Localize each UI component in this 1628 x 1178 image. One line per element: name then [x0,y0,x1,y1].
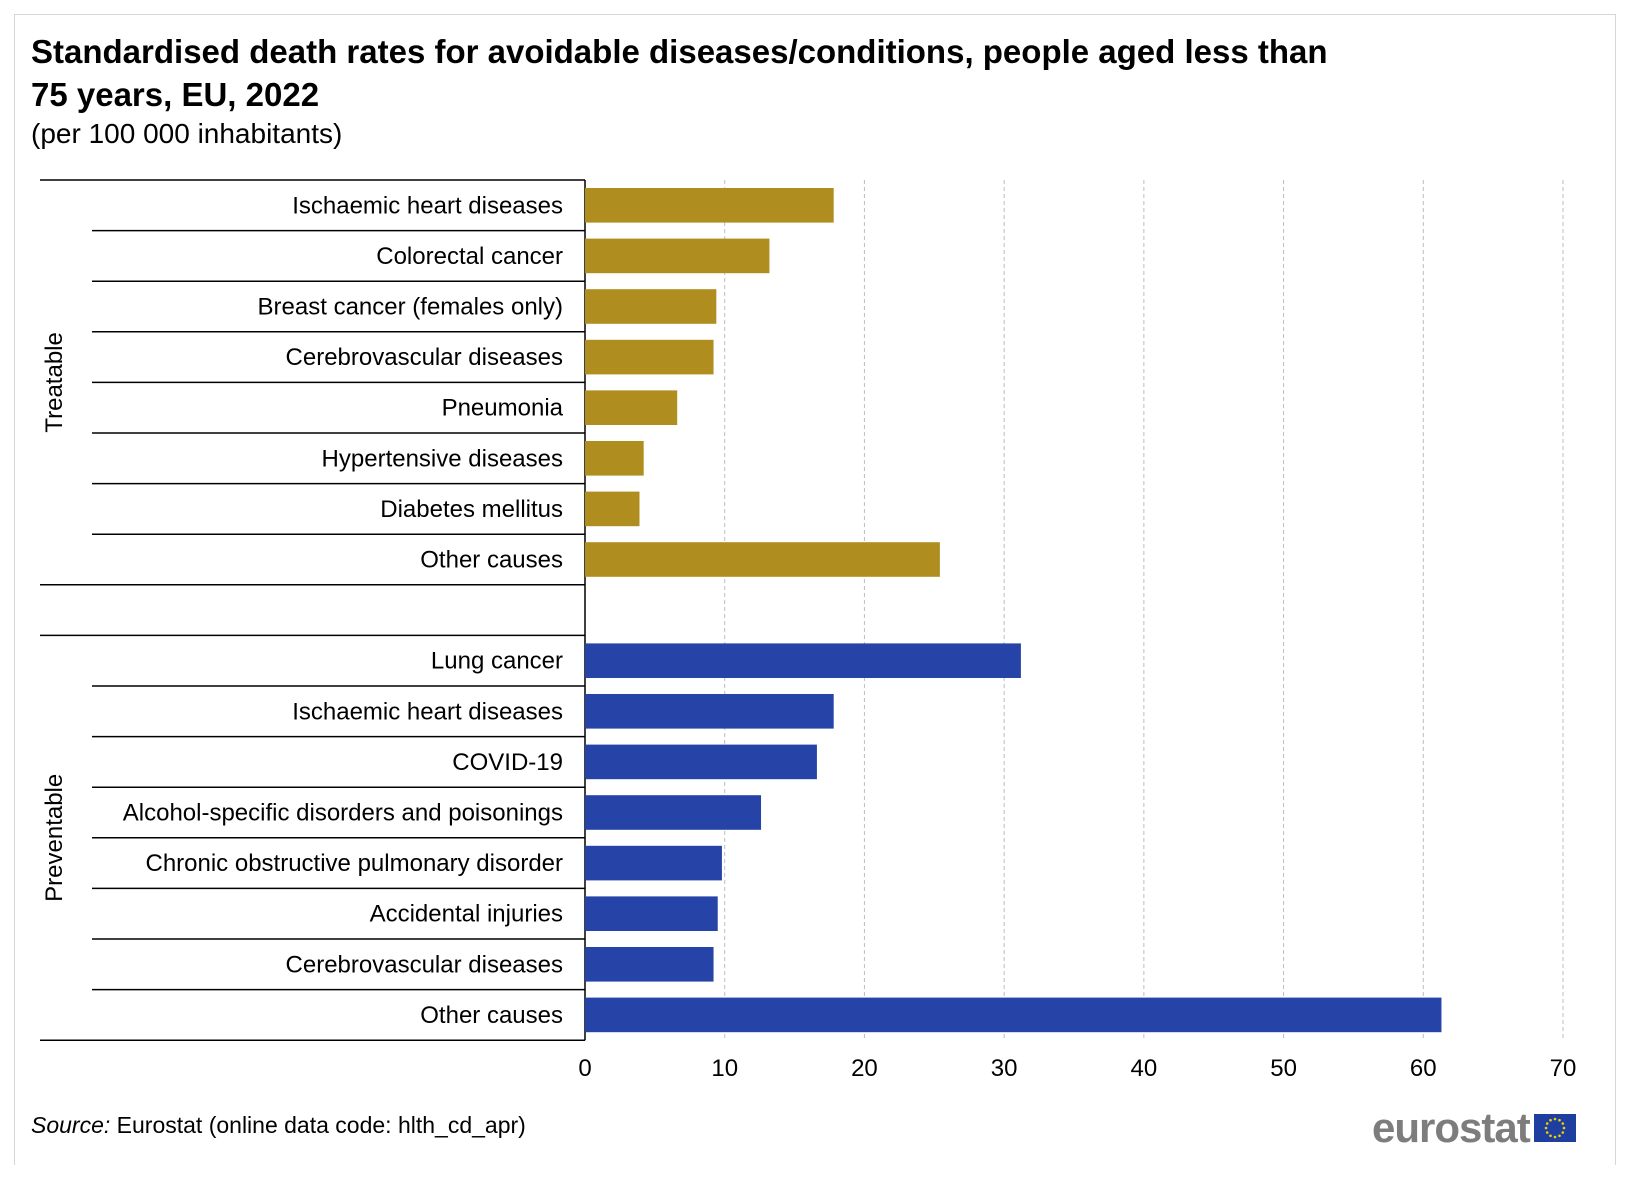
category-label: Accidental injuries [370,901,563,928]
bar-preventable [585,845,722,881]
category-label: Breast cancer (females only) [258,294,563,321]
bar-preventable [585,694,834,729]
x-tick-label: 10 [711,1055,738,1082]
bar-preventable [585,947,714,982]
logo-text: eurostat [1372,1104,1531,1151]
category-label: Cerebrovascular diseases [286,344,563,371]
bar-treatable [585,188,834,223]
bar-treatable [585,491,640,527]
x-tick-label: 60 [1410,1055,1437,1082]
category-label: Diabetes mellitus [380,496,563,523]
chart-subtitle: (per 100 000 inhabitants) [31,118,343,149]
x-tick-label: 70 [1550,1055,1577,1082]
category-label: Hypertensive diseases [322,445,563,472]
category-label: Other causes [420,547,563,574]
chart-frame [14,14,1616,1165]
bar-preventable [585,744,817,780]
source-label: Source: [31,1112,111,1138]
eurostat-logo: eurostat [1372,1104,1576,1152]
bar-preventable [585,896,718,931]
source-note: Source: Eurostat (online data code: hlth… [31,1112,526,1139]
x-tick-label: 50 [1270,1055,1297,1082]
bar-preventable [585,643,1021,678]
group-label: Treatable [41,332,68,433]
category-label: COVID-19 [452,749,563,776]
bar-preventable [585,795,762,830]
category-label: Chronic obstructive pulmonary disorder [145,850,563,877]
bar-treatable [585,289,717,324]
category-label: Alcohol-specific disorders and poisoning… [123,800,563,827]
bar-treatable [585,238,770,274]
category-label: Colorectal cancer [376,243,563,270]
category-label: Lung cancer [431,648,563,675]
x-tick-label: 40 [1131,1055,1158,1082]
bar-treatable [585,339,714,375]
bar-treatable [585,441,644,476]
bar-preventable [585,997,1442,1033]
group-label: Preventable [41,774,68,902]
x-tick-label: 30 [991,1055,1018,1082]
bar-treatable [585,542,940,577]
category-label: Pneumonia [442,395,564,422]
eu-flag-icon [1533,1114,1576,1142]
x-tick-label: 0 [578,1055,591,1082]
category-label: Ischaemic heart diseases [292,192,563,219]
category-label: Other causes [420,1002,563,1029]
source-text: Eurostat (online data code: hlth_cd_apr) [110,1112,526,1138]
category-label: Cerebrovascular diseases [286,951,563,978]
bar-treatable [585,390,678,425]
chart-title: Standardised death rates for avoidable d… [31,33,1328,113]
category-label: Ischaemic heart diseases [292,698,563,725]
x-tick-label: 20 [851,1055,878,1082]
